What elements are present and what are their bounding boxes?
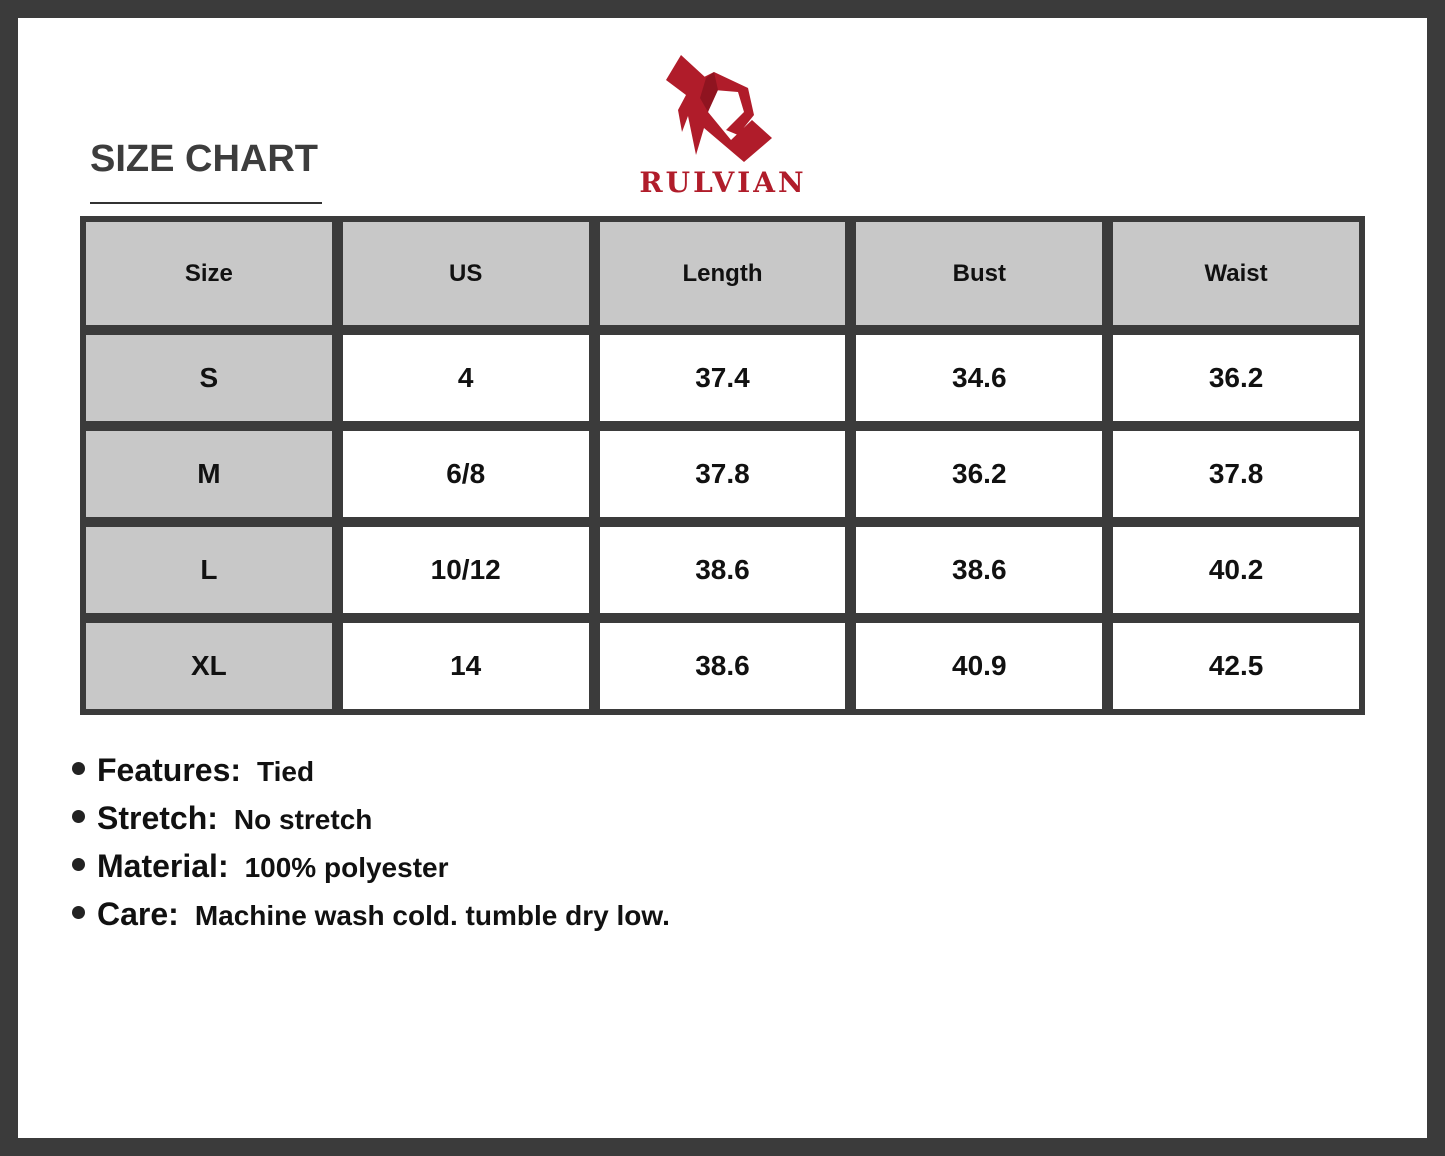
- bullet-icon: [72, 810, 85, 823]
- brand-logo: RULVIAN: [626, 50, 820, 200]
- feature-list: Features: Tied Stretch: No stretch Material:…: [72, 752, 670, 944]
- feature-value: 100% polyester: [244, 852, 449, 883]
- table-cell: 38.6: [599, 527, 846, 613]
- title-underline: [90, 202, 322, 204]
- table-cell: 40.9: [856, 623, 1103, 709]
- bullet-icon: [72, 858, 85, 871]
- table-cell: 36.2: [856, 431, 1103, 517]
- bullet-icon: [72, 762, 85, 775]
- column-header-size: Size: [86, 222, 332, 325]
- table-cell: 6/8: [342, 431, 589, 517]
- feature-value: No stretch: [233, 804, 373, 835]
- feature-label: Material:: [97, 848, 229, 884]
- table-cell: 14: [342, 623, 589, 709]
- brand-name: RULVIAN: [639, 166, 807, 199]
- table-cell: 38.6: [599, 623, 846, 709]
- feature-label: Care:: [97, 896, 179, 932]
- feature-label: Stretch:: [97, 800, 218, 836]
- feature-value: Machine wash cold. tumble dry low.: [194, 900, 670, 931]
- size-label-cell: XL: [86, 623, 332, 709]
- size-label-cell: L: [86, 527, 332, 613]
- column-header-bust: Bust: [856, 222, 1103, 325]
- feature-item: Stretch: No stretch: [72, 800, 670, 848]
- feature-item: Care: Machine wash cold. tumble dry low.: [72, 896, 670, 944]
- rulvian-r-logo-icon: [666, 55, 772, 162]
- column-header-us: US: [342, 222, 589, 325]
- bullet-icon: [72, 906, 85, 919]
- table-cell: 37.8: [1113, 431, 1359, 517]
- table-cell: 38.6: [856, 527, 1103, 613]
- table-cell: 36.2: [1113, 335, 1359, 421]
- feature-label: Features:: [97, 752, 242, 788]
- table-cell: 37.4: [599, 335, 846, 421]
- table-cell: 4: [342, 335, 589, 421]
- table-cell: 10/12: [342, 527, 589, 613]
- size-table: Size US Length Bust Waist S 4 37.4 34.6 36.2 M 6/8 3…: [80, 216, 1365, 715]
- page-title: SIZE CHART: [90, 138, 318, 180]
- table-cell: 42.5: [1113, 623, 1359, 709]
- column-header-length: Length: [599, 222, 846, 325]
- feature-item: Features: Tied: [72, 752, 670, 800]
- feature-item: Material: 100% polyester: [72, 848, 670, 896]
- column-header-waist: Waist: [1113, 222, 1359, 325]
- table-cell: 37.8: [599, 431, 846, 517]
- size-label-cell: M: [86, 431, 332, 517]
- size-label-cell: S: [86, 335, 332, 421]
- feature-value: Tied: [257, 756, 315, 787]
- table-cell: 40.2: [1113, 527, 1359, 613]
- table-cell: 34.6: [856, 335, 1103, 421]
